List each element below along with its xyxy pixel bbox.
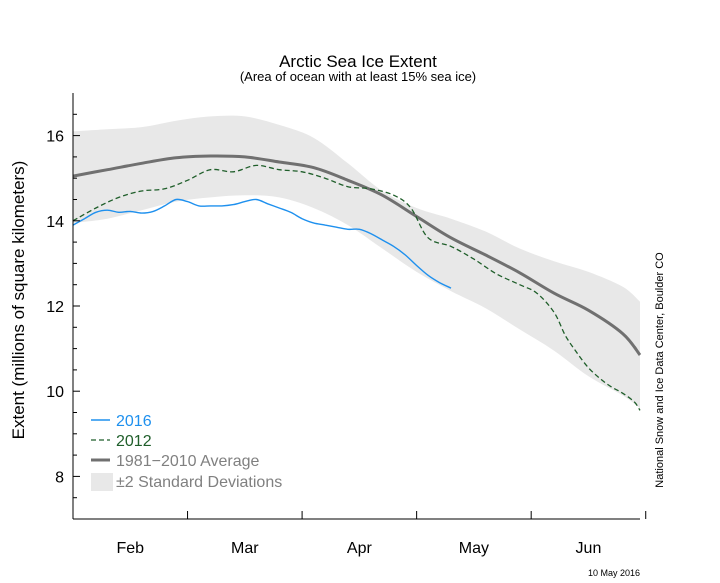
- chart-subtitle: (Area of ocean with at least 15% sea ice…: [240, 69, 476, 84]
- series-2016-line: [72, 198, 452, 289]
- y-axis-label: Extent (millions of square kilometers): [9, 161, 28, 440]
- x-tick-label: Feb: [116, 540, 144, 557]
- y-tick-label: 10: [46, 384, 64, 401]
- x-tick-label: Jun: [576, 540, 602, 557]
- series-2012-line: [72, 164, 641, 411]
- y-tick-label: 12: [46, 299, 64, 316]
- legend-swatch-std-dev: [91, 473, 113, 491]
- date-stamp: 10 May 2016: [588, 568, 640, 578]
- legend-label: 1981−2010 Average: [116, 453, 260, 470]
- y-tick-label: 14: [46, 214, 64, 231]
- legend-label: ±2 Standard Deviations: [116, 474, 282, 491]
- legend: 2016 2012 1981−2010 Average ±2 Standard Dev…: [91, 413, 282, 491]
- std-dev-band: [73, 115, 640, 409]
- x-tick-label: May: [459, 540, 489, 557]
- y-tick-label: 16: [46, 129, 64, 146]
- legend-label: 2012: [116, 433, 152, 450]
- credit-text: National Snow and Ice Data Center, Bould…: [654, 252, 666, 488]
- legend-label: 2016: [116, 413, 152, 430]
- y-tick-label: 8: [55, 469, 64, 486]
- x-tick-label: Mar: [231, 540, 259, 557]
- chart-title: Arctic Sea Ice Extent: [279, 52, 437, 71]
- average-line: [72, 154, 642, 356]
- x-tick-label: Apr: [347, 540, 373, 557]
